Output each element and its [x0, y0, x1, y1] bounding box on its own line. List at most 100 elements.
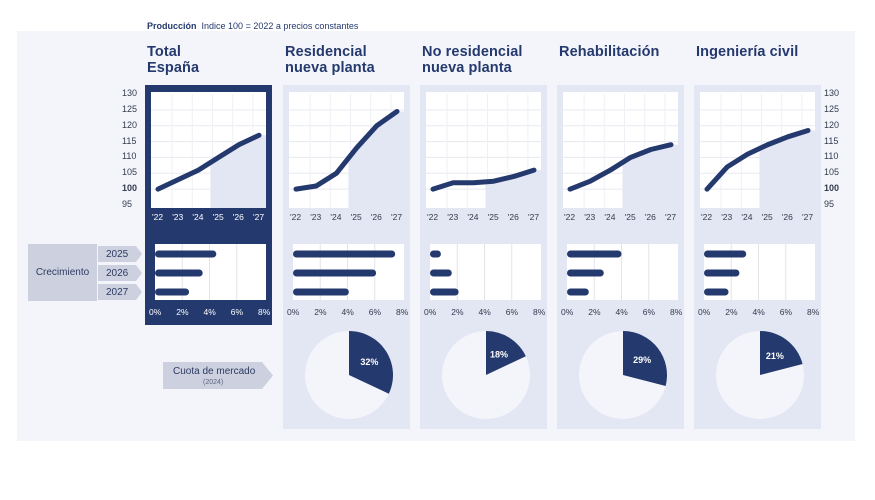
growth-bar-2025: [567, 250, 622, 258]
line-chart-rehabilitacion: [563, 94, 678, 208]
growth-tick-label: 2%: [176, 307, 189, 317]
y-tick-label: 110: [122, 151, 137, 162]
y-tick-label: 130: [122, 88, 138, 98]
x-tick-label: '22: [564, 212, 576, 222]
market-share-year: (2024): [203, 379, 224, 386]
growth-tick-label: 6%: [642, 307, 656, 317]
x-tick-label: '24: [741, 212, 753, 222]
line-chart-no-residencial: [426, 94, 541, 208]
market-share-label: Cuota de mercado: [173, 366, 256, 377]
chart-header: Producción Índice 100 = 2022 a precios c…: [147, 22, 358, 35]
y-tick-label: 100: [824, 183, 840, 194]
x-tick-label: '25: [487, 212, 499, 222]
growth-bar-2025: [155, 250, 217, 258]
x-tick-label: '22: [701, 212, 713, 222]
growth-chart-rehabilitacion: [567, 244, 650, 300]
growth-year-2025: 2025: [106, 249, 129, 260]
pie-slice: [486, 331, 526, 375]
market-share-pie-residencial: 32%: [305, 331, 393, 419]
x-tick-label: '22: [152, 212, 164, 222]
x-tick-label: '26: [370, 212, 382, 222]
growth-bar-2027: [704, 288, 729, 296]
header-subtitle: Índice 100 = 2022 a precios constantes: [201, 22, 359, 31]
growth-chart-no-residencial: [430, 244, 513, 300]
growth-tick-label: 6%: [368, 307, 382, 317]
x-tick-label: '22: [290, 212, 302, 222]
y-tick-label: 105: [824, 167, 840, 178]
forecast-area: [622, 144, 678, 208]
y-tick-label: 95: [122, 199, 133, 209]
x-tick-label: '25: [212, 212, 224, 222]
y-tick-label: 100: [122, 183, 138, 194]
series-line: [430, 167, 537, 192]
growth-chart-total-espana: [155, 244, 238, 300]
pie-slice: [349, 331, 393, 394]
growth-tick-label: 0%: [287, 307, 300, 317]
growth-tick-label: 8%: [533, 307, 546, 317]
pie-value-label: 32%: [360, 357, 378, 367]
growth-tick-label: 2%: [451, 307, 464, 317]
forecast-area: [348, 111, 404, 208]
growth-tick-label: 8%: [670, 307, 683, 317]
growth-tick-label: 4%: [203, 307, 216, 317]
y-tick-label: 105: [122, 167, 138, 178]
x-tick-label: '26: [232, 212, 244, 222]
growth-bar-2027: [155, 288, 190, 296]
growth-tick-label: 0%: [698, 307, 711, 317]
growth-bar-2027: [430, 288, 459, 296]
x-tick-label: '23: [447, 212, 459, 222]
x-tick-label: '26: [781, 212, 793, 222]
title-no-residencial: No residencial nueva planta: [422, 44, 523, 76]
growth-tick-label: 6%: [230, 307, 244, 317]
line-chart-ingenieria-civil: [700, 94, 815, 208]
x-tick-label: '24: [192, 212, 204, 222]
growth-bar-2027: [567, 288, 589, 296]
x-tick-label: '23: [172, 212, 184, 222]
x-tick-label: '27: [391, 212, 403, 222]
growth-chart-residencial: [293, 244, 396, 300]
title-residencial: Residencial nueva planta: [285, 44, 375, 76]
series-line: [704, 127, 811, 192]
growth-tick-label: 6%: [505, 307, 519, 317]
growth-bar-2026: [704, 269, 740, 277]
title-ingenieria-civil: Ingeniería civil: [696, 44, 799, 60]
series-line: [293, 108, 400, 192]
growth-year-2026: 2026: [106, 268, 129, 279]
x-tick-label: '27: [528, 212, 540, 222]
growth-bar-2025: [293, 250, 396, 258]
growth-tick-label: 2%: [314, 307, 327, 317]
growth-tick-label: 0%: [424, 307, 437, 317]
x-tick-label: '24: [467, 212, 479, 222]
growth-tick-label: 8%: [258, 307, 271, 317]
growth-tick-label: 4%: [615, 307, 628, 317]
x-tick-label: '27: [665, 212, 677, 222]
growth-tick-label: 4%: [478, 307, 491, 317]
pie-value-label: 18%: [490, 350, 508, 360]
line-chart-total-espana: [151, 94, 266, 208]
y-tick-label: 110: [824, 151, 839, 162]
y-tick-label: 125: [122, 103, 138, 114]
growth-bar-2025: [430, 250, 441, 258]
x-tick-label: '26: [644, 212, 656, 222]
growth-year-2027: 2027: [106, 287, 129, 298]
growth-bar-2026: [430, 269, 452, 277]
x-tick-label: '24: [330, 212, 342, 222]
title-rehabilitacion: Rehabilitación: [559, 44, 660, 60]
y-tick-label: 115: [122, 135, 137, 146]
x-tick-label: '24: [604, 212, 616, 222]
series-line: [155, 132, 262, 192]
y-tick-label: 115: [824, 135, 839, 146]
x-tick-label: '23: [584, 212, 596, 222]
pie-value-label: 29%: [633, 355, 651, 365]
growth-label: Crecimiento: [28, 244, 97, 301]
x-tick-label: '25: [761, 212, 773, 222]
forecast-area: [759, 130, 815, 208]
x-tick-label: '27: [802, 212, 814, 222]
market-share-pie-no-residencial: 18%: [442, 331, 530, 419]
forecast-area: [485, 170, 541, 208]
y-tick-label: 120: [824, 119, 840, 130]
market-share-pie-rehabilitacion: 29%: [579, 331, 667, 419]
growth-tick-label: 2%: [725, 307, 738, 317]
growth-bar-2027: [293, 288, 349, 296]
pie-value-label: 21%: [766, 351, 784, 361]
